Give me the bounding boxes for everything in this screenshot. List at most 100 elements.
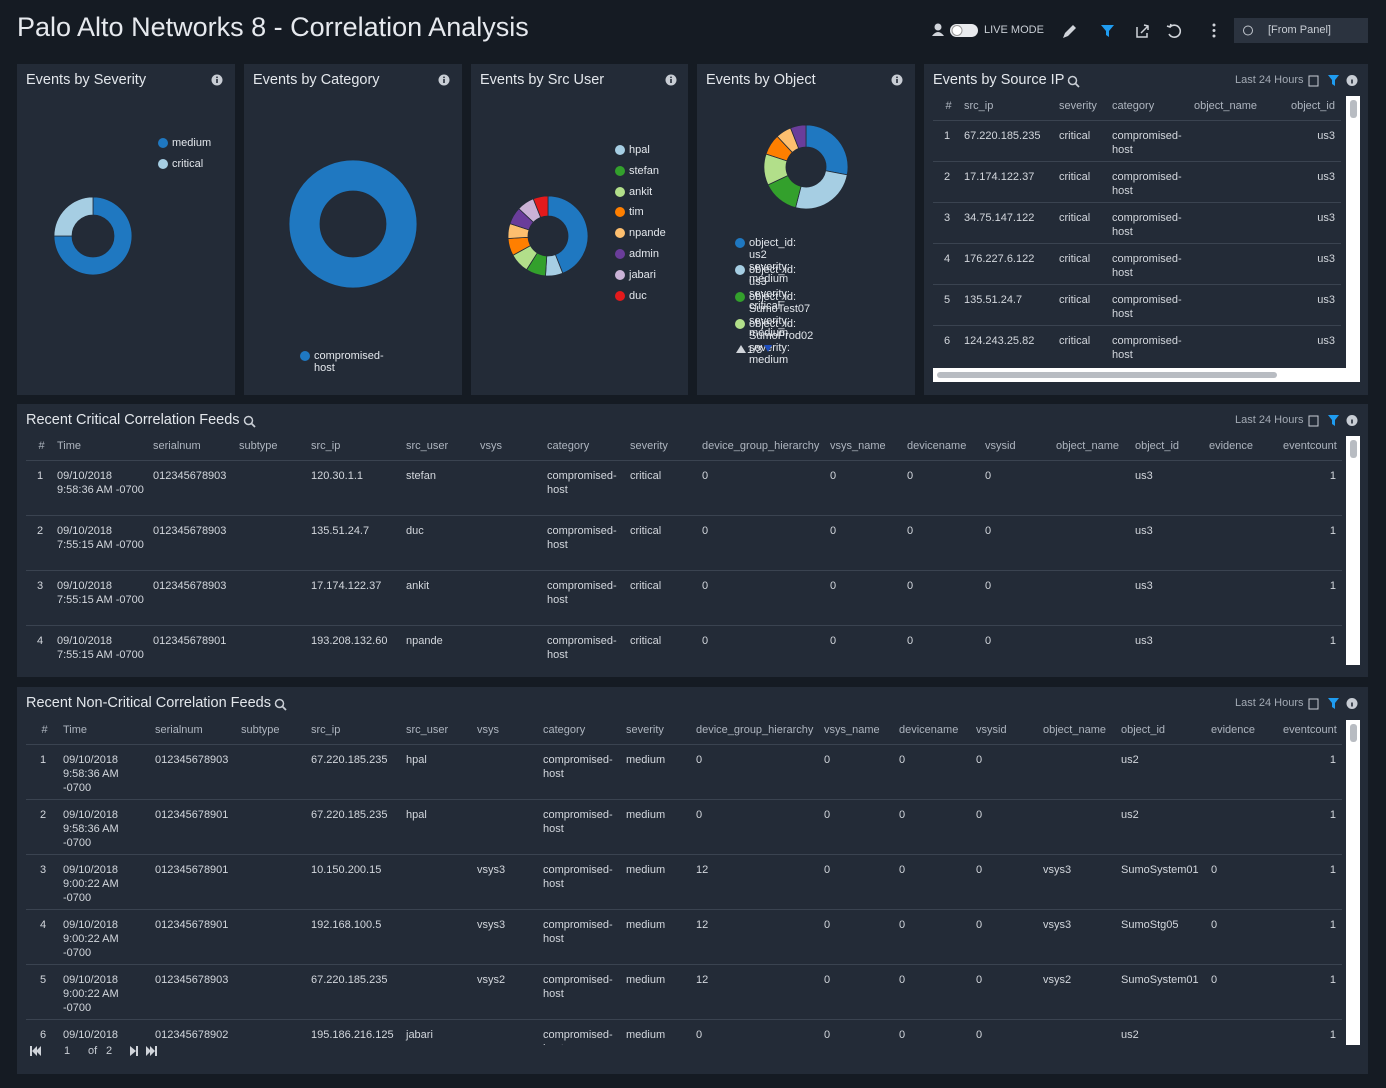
export-icon[interactable] [1308, 415, 1319, 427]
filter-icon[interactable] [1328, 415, 1339, 426]
column-header[interactable]: eventcount [1283, 440, 1337, 452]
column-header[interactable]: evidence [1209, 440, 1254, 452]
column-header[interactable]: subtype [239, 440, 278, 452]
column-header[interactable]: vsys [480, 440, 502, 452]
column-header[interactable]: vsys_name [830, 440, 886, 452]
column-header[interactable]: category [543, 724, 586, 736]
first-page[interactable] [29, 1045, 43, 1057]
column-header[interactable]: category [1112, 100, 1155, 112]
legend-item[interactable]: ankit [615, 186, 652, 198]
column-header[interactable]: object_name [1194, 100, 1257, 112]
column-header[interactable]: eventcount [1283, 724, 1337, 736]
column-header[interactable]: object_name [1043, 724, 1106, 736]
column-header[interactable]: vsysid [985, 440, 1016, 452]
column-header[interactable]: devicename [907, 440, 967, 452]
column-header[interactable]: vsys_name [824, 724, 880, 736]
scroll-thumb[interactable] [1350, 724, 1357, 742]
export-icon[interactable] [1308, 75, 1319, 87]
legend-item[interactable]: jabari [615, 269, 656, 281]
column-header[interactable]: serialnum [155, 724, 203, 736]
current-page[interactable]: 1 [64, 1045, 71, 1057]
column-header[interactable]: # [945, 100, 952, 112]
donut-slice[interactable] [790, 124, 807, 149]
info-icon[interactable] [211, 74, 223, 86]
column-header[interactable]: src_ip [964, 100, 994, 112]
time-range-label[interactable]: [From Panel] [1268, 24, 1331, 36]
search-icon[interactable] [1067, 75, 1081, 89]
column-header[interactable]: severity [1059, 100, 1097, 112]
info-icon[interactable] [891, 74, 903, 86]
legend-item[interactable]: object_id: us2 severity: medium [735, 237, 796, 285]
edit-icon[interactable] [1063, 25, 1076, 38]
info-icon[interactable] [665, 74, 677, 86]
column-header[interactable]: serialnum [153, 440, 201, 452]
legend-item[interactable]: critical [158, 158, 203, 170]
filter-icon[interactable] [1328, 698, 1339, 709]
filter-icon[interactable] [1328, 75, 1339, 86]
column-header[interactable]: evidence [1211, 724, 1256, 736]
column-header[interactable]: object_id [1290, 100, 1335, 112]
column-header[interactable]: category [547, 440, 590, 452]
column-header[interactable]: src_ip [311, 440, 341, 452]
legend-item[interactable]: object_id: us3 severity: critical [735, 264, 796, 312]
next-page[interactable] [127, 1045, 141, 1057]
donut-slice[interactable] [532, 195, 549, 218]
column-header[interactable]: severity [630, 440, 668, 452]
last-page[interactable] [145, 1045, 159, 1057]
column-header[interactable]: subtype [241, 724, 280, 736]
refresh-icon[interactable] [1166, 23, 1182, 38]
table-cell: us3 [1266, 243, 1341, 285]
legend-item[interactable]: compromised-host [300, 350, 384, 374]
column-header[interactable]: object_name [1056, 440, 1119, 452]
vertical-scrollbar[interactable] [1346, 96, 1360, 368]
column-header[interactable]: src_user [406, 724, 449, 736]
column-header[interactable]: Time [63, 724, 88, 736]
export-icon[interactable] [1308, 698, 1319, 710]
column-header[interactable]: device_group_hierarchy [696, 724, 814, 736]
column-header[interactable]: devicename [899, 724, 959, 736]
column-header[interactable]: src_user [406, 440, 449, 452]
column-header[interactable]: object_id [1135, 440, 1180, 452]
search-icon[interactable] [243, 415, 257, 429]
legend-item[interactable]: tim [615, 206, 644, 218]
legend-item[interactable]: stefan [615, 165, 659, 177]
pager-next[interactable] [762, 344, 774, 354]
scroll-thumb[interactable] [1350, 440, 1357, 458]
filter-icon[interactable] [1101, 25, 1114, 37]
scroll-thumb[interactable] [937, 372, 1277, 378]
column-header[interactable]: device_group_hierarchy [702, 440, 820, 452]
donut-slice[interactable] [805, 124, 849, 176]
column-header[interactable]: # [38, 440, 45, 452]
donut-slice[interactable] [547, 195, 589, 274]
pager-prev[interactable] [735, 344, 747, 354]
table-cell: 0 [827, 570, 904, 626]
horizontal-scrollbar[interactable] [933, 368, 1360, 382]
legend-item[interactable]: object_id: SumoProd02 severity: medium [735, 318, 813, 366]
time-range-box[interactable] [1234, 18, 1368, 43]
donut-slice[interactable] [53, 196, 133, 276]
legend-item[interactable]: hpal [615, 144, 650, 156]
column-header[interactable]: # [41, 724, 48, 736]
legend-item[interactable]: admin [615, 248, 659, 260]
table-cell: 0 [973, 964, 1040, 1020]
donut-slice[interactable] [288, 159, 418, 289]
column-header[interactable]: vsysid [976, 724, 1007, 736]
search-icon[interactable] [274, 698, 288, 712]
column-header[interactable]: vsys [477, 724, 499, 736]
legend-item[interactable]: object_id: SumoTest07 severity: medium [735, 291, 810, 339]
vertical-scrollbar[interactable] [1346, 436, 1360, 665]
column-header[interactable]: src_ip [311, 724, 341, 736]
share-icon[interactable] [1136, 24, 1149, 38]
donut-slice[interactable] [795, 170, 848, 210]
column-header[interactable]: object_id [1121, 724, 1166, 736]
legend-item[interactable]: medium [158, 137, 211, 149]
info-icon[interactable] [438, 74, 450, 86]
column-header[interactable]: severity [626, 724, 664, 736]
vertical-scrollbar[interactable] [1346, 720, 1360, 1045]
scroll-thumb[interactable] [1350, 100, 1357, 118]
donut-slice[interactable] [53, 196, 94, 237]
legend-item[interactable]: npande [615, 227, 666, 239]
menu-icon[interactable] [1212, 23, 1216, 38]
legend-item[interactable]: duc [615, 290, 647, 302]
column-header[interactable]: Time [57, 440, 82, 452]
